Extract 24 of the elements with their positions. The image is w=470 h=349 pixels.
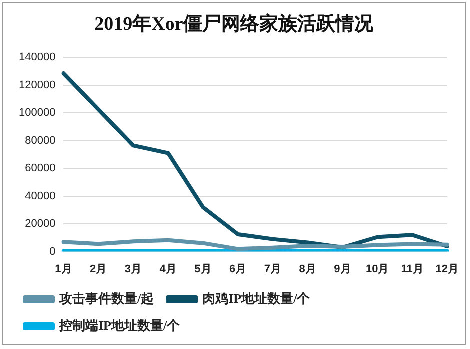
x-tick-label: 3月 xyxy=(124,263,142,276)
y-tick-label: 120000 xyxy=(18,79,56,92)
x-tick-label: 10月 xyxy=(366,263,390,276)
legend-label: 肉鸡IP地址数量/个 xyxy=(202,290,312,306)
x-tick-label: 1月 xyxy=(55,263,72,276)
x-tick-label: 12月 xyxy=(436,263,460,276)
x-tick-label: 11月 xyxy=(401,263,424,276)
chart-title: 2019年Xor僵尸网络家族活跃情况 xyxy=(94,12,374,37)
y-tick-label: 20000 xyxy=(25,218,56,230)
x-tick-label: 8月 xyxy=(299,263,316,276)
y-tick-label: 0 xyxy=(50,246,56,258)
legend-label: 攻击事件数量/起 xyxy=(58,290,154,306)
x-tick-label: 9月 xyxy=(334,263,352,276)
y-tick-label: 60000 xyxy=(25,162,56,175)
y-tick-label: 80000 xyxy=(25,134,56,147)
y-tick-label: 100000 xyxy=(18,107,56,120)
x-tick-label: 5月 xyxy=(194,263,212,276)
x-tick-label: 6月 xyxy=(230,263,247,276)
legend-label: 控制端IP地址数量/个 xyxy=(58,318,182,333)
x-tick-label: 2月 xyxy=(90,263,108,276)
y-tick-label: 140000 xyxy=(18,52,56,64)
x-tick-label: 7月 xyxy=(264,263,282,276)
y-tick-label: 40000 xyxy=(25,190,56,202)
x-tick-label: 4月 xyxy=(160,263,177,276)
